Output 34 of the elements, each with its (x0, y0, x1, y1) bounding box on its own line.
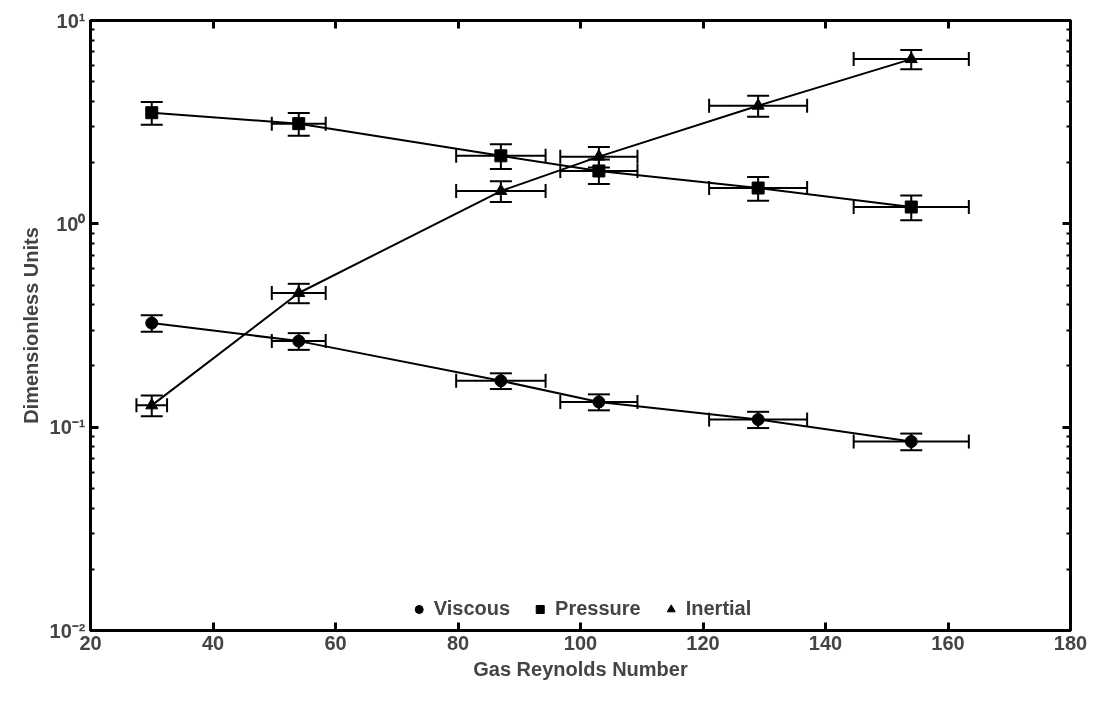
point (904, 435, 918, 449)
x-tick-label: 180 (1053, 631, 1088, 654)
point (904, 200, 918, 214)
point (751, 98, 765, 110)
point (904, 51, 918, 64)
point (494, 183, 508, 195)
y-tick-label: 10¹ (56, 9, 86, 32)
point (145, 106, 159, 120)
x-tick-label: 60 (324, 631, 347, 654)
point (494, 374, 508, 388)
legend-label: Viscous (433, 597, 511, 620)
point (292, 285, 306, 297)
legend-label: Pressure (555, 597, 641, 620)
point (145, 397, 159, 410)
point (592, 164, 606, 178)
x-tick-label: 40 (201, 631, 225, 654)
point (751, 413, 765, 427)
x-tick-label: 100 (563, 631, 598, 654)
point (592, 149, 606, 161)
y-tick-label: 10⁻¹ (49, 416, 86, 439)
point (292, 334, 306, 348)
point (592, 395, 606, 409)
point (292, 117, 306, 131)
x-tick-label: 140 (808, 631, 843, 654)
point (494, 149, 508, 163)
y-tick-label: 10⁰ (56, 212, 86, 235)
x-tick-label: 80 (446, 631, 470, 654)
x-tick-label: 120 (686, 631, 720, 654)
point (145, 316, 159, 330)
point (751, 181, 765, 195)
x-tick-label: 160 (931, 631, 965, 654)
x-axis-title: Gas Reynolds Number (473, 657, 688, 680)
y-axis-title: Dimensionless Units (19, 227, 42, 424)
legend-label: Inertial (685, 597, 752, 620)
